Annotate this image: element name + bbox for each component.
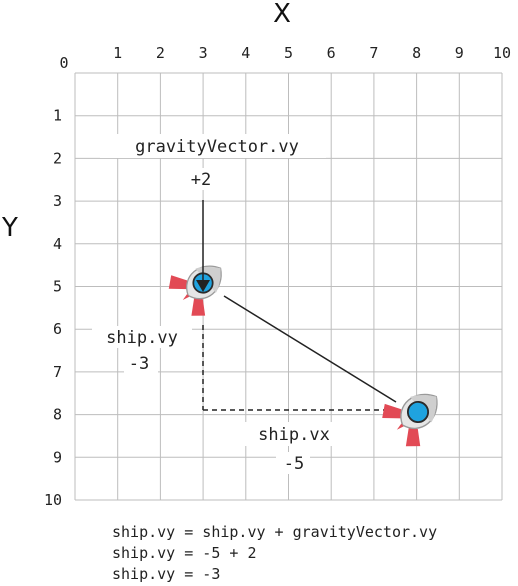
code-line: ship.vy = -5 + 2 [112, 544, 257, 562]
x-tick-label: 5 [284, 44, 293, 62]
y-tick-label: 6 [53, 320, 62, 338]
ship-previous [382, 393, 438, 447]
y-tick-label: 3 [53, 192, 62, 210]
x-tick-label: 8 [412, 44, 421, 62]
y-tick-labels: 1 2 3 4 5 6 7 8 9 10 [44, 107, 62, 509]
origin-label: 0 [59, 54, 68, 72]
code-line: ship.vy = ship.vy + gravityVector.vy [112, 523, 438, 541]
velocity-line [223, 295, 397, 403]
x-axis-title: X [273, 0, 291, 29]
x-tick-label: 2 [156, 44, 165, 62]
ship-vx-label: ship.vx [258, 425, 330, 445]
x-tick-label: 4 [241, 44, 250, 62]
y-tick-label: 7 [53, 363, 62, 381]
gravity-vector-value: +2 [191, 170, 211, 190]
y-tick-label: 2 [53, 149, 62, 167]
gravity-vector-label: gravityVector.vy [135, 137, 299, 157]
x-tick-label: 1 [113, 44, 122, 62]
gravity-arrowhead [196, 280, 210, 292]
y-tick-label: 5 [53, 278, 62, 296]
y-tick-label: 1 [53, 107, 62, 125]
y-tick-label: 9 [53, 448, 62, 466]
x-tick-label: 6 [327, 44, 336, 62]
y-tick-label: 10 [44, 491, 62, 509]
y-tick-label: 8 [53, 406, 62, 424]
y-tick-label: 4 [53, 235, 62, 253]
y-axis-title: Y [1, 213, 18, 243]
x-tick-label: 9 [455, 44, 464, 62]
code-line: ship.vy = -3 [112, 565, 221, 583]
x-tick-labels: 1 2 3 4 5 6 7 8 9 10 [113, 44, 511, 62]
ship-vy-value: -3 [129, 354, 149, 374]
x-tick-label: 7 [369, 44, 378, 62]
x-tick-label: 10 [493, 44, 511, 62]
ship-vx-value: -5 [284, 454, 304, 474]
ship-vy-label: ship.vy [106, 328, 178, 348]
code-block: ship.vy = ship.vy + gravityVector.vy shi… [112, 522, 437, 585]
x-tick-label: 3 [199, 44, 208, 62]
